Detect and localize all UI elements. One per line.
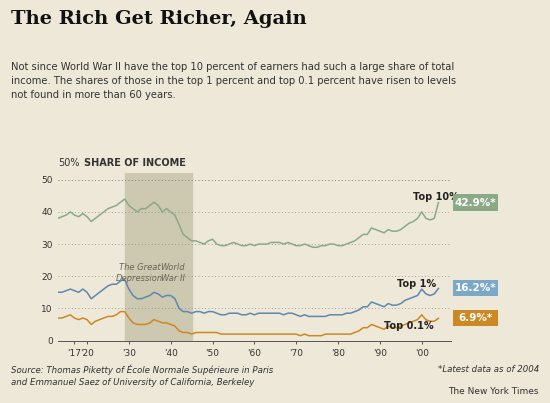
- Bar: [125, 173, 191, 341]
- Text: *Latest data as of 2004: *Latest data as of 2004: [438, 365, 539, 374]
- Text: The Great
Depression: The Great Depression: [116, 263, 163, 283]
- Text: The Rich Get Richer, Again: The Rich Get Richer, Again: [11, 10, 307, 28]
- Text: 16.2%*: 16.2%*: [455, 283, 497, 293]
- Text: Top 1%: Top 1%: [397, 279, 436, 289]
- Text: 50%: 50%: [58, 158, 79, 168]
- Text: Source: Thomas Piketty of École Normale Supérieure in Paris
and Emmanuel Saez of: Source: Thomas Piketty of École Normale …: [11, 365, 273, 387]
- Text: World
War II: World War II: [161, 263, 185, 283]
- Text: Top 0.1%: Top 0.1%: [384, 321, 434, 331]
- Text: Not since World War II have the top 10 percent of earners had such a large share: Not since World War II have the top 10 p…: [11, 62, 456, 100]
- Text: 6.9%*: 6.9%*: [459, 314, 493, 323]
- Text: 42.9%*: 42.9%*: [455, 197, 497, 208]
- Text: Top 10%: Top 10%: [414, 192, 459, 202]
- Text: The New York Times: The New York Times: [448, 387, 539, 396]
- Text: SHARE OF INCOME: SHARE OF INCOME: [84, 158, 186, 168]
